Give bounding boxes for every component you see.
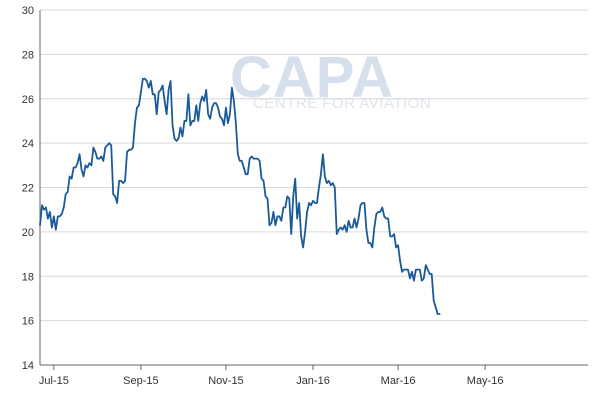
grid-lines [40, 9, 588, 322]
series-line [39, 77, 441, 315]
x-tick-label: Jan-16 [296, 375, 330, 387]
y-tick-label: 18 [22, 271, 34, 283]
y-tick-label: 26 [22, 94, 34, 106]
x-tick-label: Mar-16 [381, 375, 416, 387]
y-tick-label: 22 [22, 183, 34, 195]
y-tick-label: 24 [22, 138, 34, 150]
series-group [39, 77, 441, 315]
watermark-tagline: CENTRE FOR AVIATION [253, 95, 431, 112]
y-tick-label: 30 [22, 5, 34, 17]
x-axis: Jul-15 Sep-15 Nov-15 Jan-16 Mar-16 May-16 [39, 364, 588, 387]
x-tick-label: Sep-15 [123, 375, 158, 387]
x-tick-label: Jul-15 [39, 375, 69, 387]
y-tick-label: 14 [22, 360, 34, 372]
y-tick-label: 20 [22, 227, 34, 239]
y-tick-label: 28 [22, 49, 34, 61]
x-tick-label: Nov-15 [208, 375, 243, 387]
y-axis: 14 16 18 20 22 24 26 28 30 [22, 5, 41, 372]
x-tick-label: May-16 [467, 375, 504, 387]
capa-watermark: CAPA CENTRE FOR AVIATION [230, 45, 431, 112]
y-tick-label: 16 [22, 316, 34, 328]
